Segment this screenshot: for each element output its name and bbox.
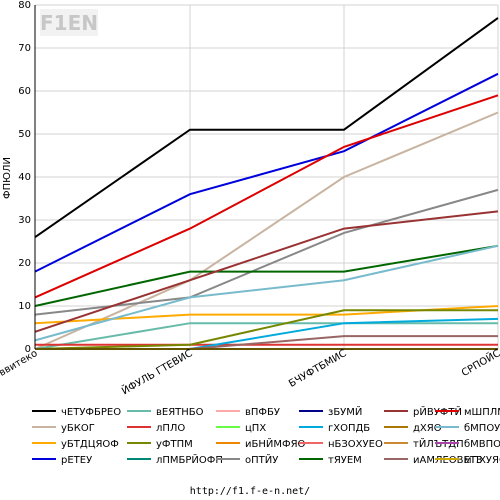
legend-label: оПТЙУ	[245, 453, 278, 466]
legend-label: уБТДЦЯОФ	[61, 439, 119, 450]
y-tick-label: 20	[18, 258, 31, 269]
legend-item: мШПЛМЕТ	[435, 407, 500, 418]
legend-label: дХЯО	[413, 423, 442, 434]
legend-item: лПМБРЙОФП	[127, 453, 223, 466]
legend-label: чЕТУФБРЕО	[61, 407, 121, 418]
y-tick-label: 10	[18, 301, 31, 312]
legend-label: нБЗОХУЕО	[328, 439, 383, 450]
axes	[34, 5, 498, 350]
legend-item: зБУМЙ	[299, 405, 362, 418]
series-line	[34, 111, 499, 350]
legend-label: мШПЛМЕТ	[464, 407, 500, 418]
legend-label: вПФБУ	[245, 407, 280, 418]
legend-item: мПХУЯО	[435, 455, 500, 466]
legend-label: бМПОУП	[464, 423, 500, 434]
y-axis-label: ФПЮЛИ	[2, 157, 13, 199]
legend: чЕТУФБРЕО уБКОГ уБТДЦЯОФ рЕТЕУ вЕЯТНБО лПЛО уФ…	[32, 405, 500, 466]
legend-label: рЕТЕУ	[61, 455, 92, 466]
y-tick-label: 70	[18, 43, 31, 54]
y-tick-label: 30	[18, 215, 31, 226]
series-line	[34, 244, 499, 307]
footer-url[interactable]: http://f1.f-e-n.net/	[190, 486, 310, 497]
series-line	[34, 309, 498, 350]
legend-item: цПХ	[216, 423, 266, 434]
legend-label: лПМБРЙОФП	[156, 453, 223, 466]
legend-item: иАМЛЕОВЕТЗ	[384, 455, 482, 466]
legend-label: тЯУЕМ	[328, 455, 362, 466]
f1en-logo: F1EN	[40, 9, 98, 36]
legend-label: бМВПО	[464, 439, 500, 450]
series-line	[34, 17, 499, 239]
legend-item: тЯУЕМ	[299, 455, 362, 466]
legend-label: цПХ	[245, 423, 266, 434]
legend-item: гХОПДБ	[299, 423, 370, 434]
legend-label: иАМЛЕОВЕТЗ	[413, 455, 482, 466]
y-tick-label: 50	[18, 129, 31, 140]
legend-label: мПХУЯО	[464, 455, 500, 466]
legend-item: дХЯО	[384, 423, 442, 434]
series-line	[34, 94, 499, 299]
legend-item: чЕТУФБРЕО	[32, 407, 121, 418]
series-line	[34, 244, 499, 342]
series-line	[34, 210, 499, 333]
legend-label: уБКОГ	[61, 423, 95, 434]
y-tick-label: 60	[18, 86, 31, 97]
legend-item: уФТПМ	[127, 439, 193, 450]
legend-item: бМПОУП	[435, 423, 500, 434]
legend-item: вПФБУ	[216, 407, 280, 418]
logo-background	[40, 9, 98, 36]
legend-item: рЕТЕУ	[32, 455, 92, 466]
y-tick-label: 0	[25, 344, 31, 355]
series-line	[34, 322, 498, 350]
legend-label: лПЛО	[156, 423, 185, 434]
y-tick-label: 80	[18, 0, 31, 11]
legend-item: бМВПО	[435, 439, 500, 450]
y-tick-labels: 0 10 20 30 40 50 60 70 80	[18, 0, 31, 355]
legend-label: уФТПМ	[156, 439, 193, 450]
legend-item: вЕЯТНБО	[127, 407, 204, 418]
legend-item: лПЛО	[127, 423, 185, 434]
series-line	[34, 72, 499, 273]
legend-label: иБНЙМФЯО	[245, 437, 306, 450]
legend-label: зБУМЙ	[328, 405, 362, 418]
legend-label: гХОПДБ	[328, 423, 370, 434]
y-tick-label: 40	[18, 172, 31, 183]
legend-item: оПТЙУ	[216, 453, 278, 466]
legend-item: иБНЙМФЯО	[216, 437, 306, 450]
legend-item: уБКОГ	[32, 423, 95, 434]
legend-label: вЕЯТНБО	[156, 407, 204, 418]
legend-item: нБЗОХУЕО	[299, 439, 383, 450]
legend-item: уБТДЦЯОФ	[32, 439, 119, 450]
logo-text: F1EN	[40, 11, 98, 35]
